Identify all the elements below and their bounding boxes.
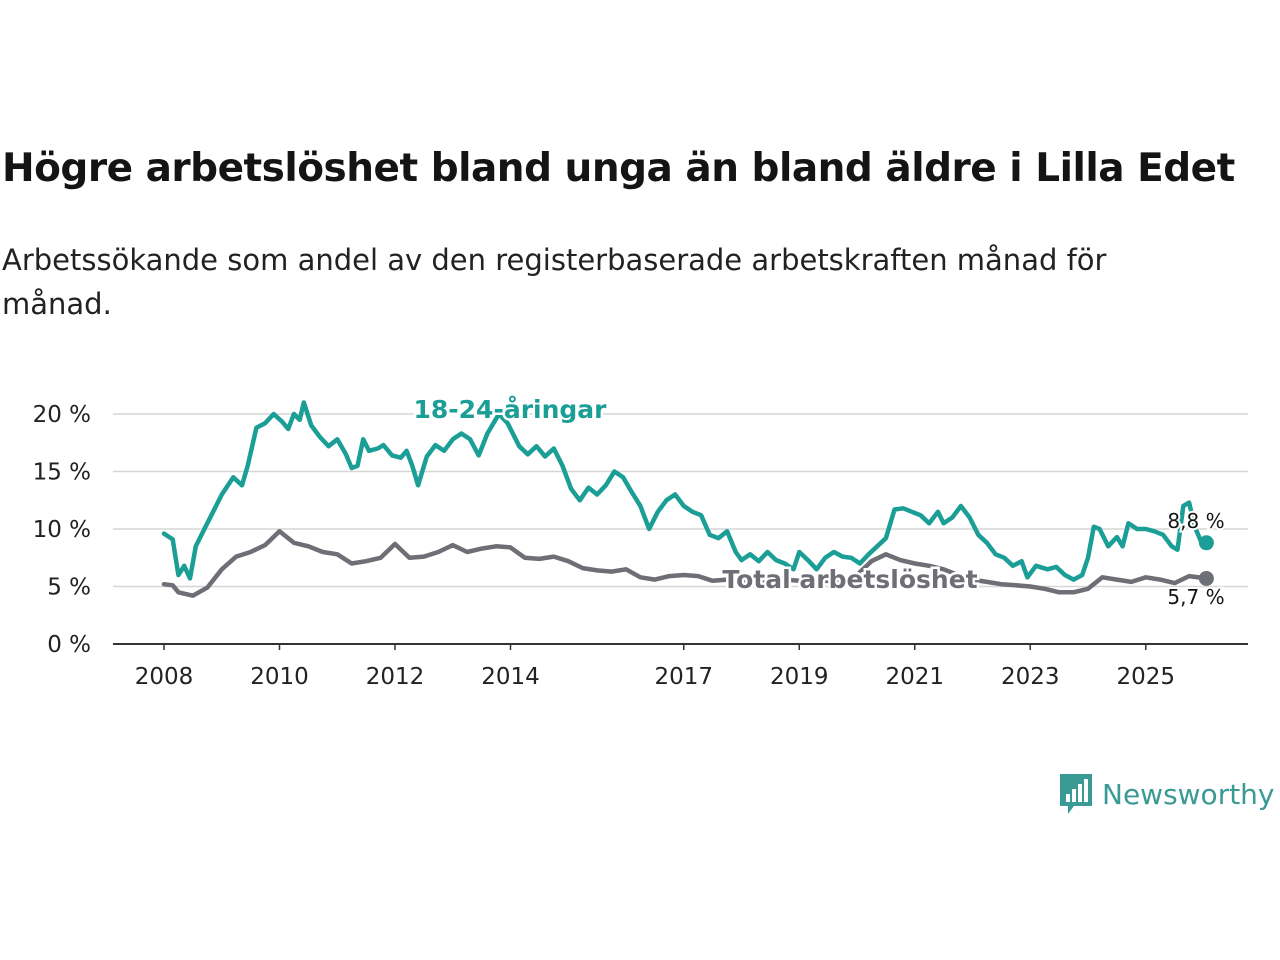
x-tick-label: 2012 [366, 664, 425, 690]
brand-name: Newsworthy [1102, 777, 1275, 811]
x-tick-label: 2017 [654, 664, 713, 690]
series-label-total: Total arbetslöshet [722, 565, 977, 594]
y-tick-label: 15 % [33, 460, 91, 486]
end-point-total [1198, 570, 1214, 586]
x-tick-label: 2021 [885, 664, 944, 690]
y-tick-label: 10 % [33, 517, 91, 543]
y-tick-label: 20 % [33, 402, 91, 428]
bar-chart-speech-bubble-icon [1060, 774, 1092, 814]
y-axis-ticks: 0 % 5 % 10 % 15 % 20 % [33, 402, 91, 658]
newsworthy-logo: Newsworthy [1058, 772, 1275, 816]
end-value-label-total: 5,7 % [1167, 585, 1224, 609]
x-tick-label: 2010 [250, 664, 309, 690]
y-tick-label: 0 % [47, 632, 91, 658]
series-labels: 18-24-åringar Total arbetslöshet 8,8 % 5,7 … [411, 393, 1227, 612]
series-line-18-24 [161, 400, 1209, 582]
chart-title: Högre arbetslöshet bland unga än bland ä… [2, 146, 1235, 191]
end-value-label-18-24: 8,8 % [1167, 509, 1224, 533]
x-tick-label: 2023 [1001, 664, 1060, 690]
x-tick-label: 2025 [1116, 664, 1175, 690]
x-axis: 2008 2010 2012 2014 2017 2019 2021 2023 2025 [113, 643, 1248, 690]
chart-subtitle: Arbetssökande som andel av den registerb… [2, 243, 1107, 321]
end-point-18-24 [1198, 535, 1214, 551]
series-lines [161, 400, 1214, 598]
x-tick-label: 2019 [770, 664, 829, 690]
line-chart: 0 %5 %10 %15 %20 % 2008 2010 2012 2014 2017 2… [33, 393, 1248, 690]
x-tick-label: 2014 [481, 664, 540, 690]
x-tick-label: 2008 [135, 664, 194, 690]
y-tick-label: 5 % [47, 575, 91, 601]
series-line-total [161, 529, 1209, 598]
series-label-18-24: 18-24-åringar [414, 395, 608, 424]
